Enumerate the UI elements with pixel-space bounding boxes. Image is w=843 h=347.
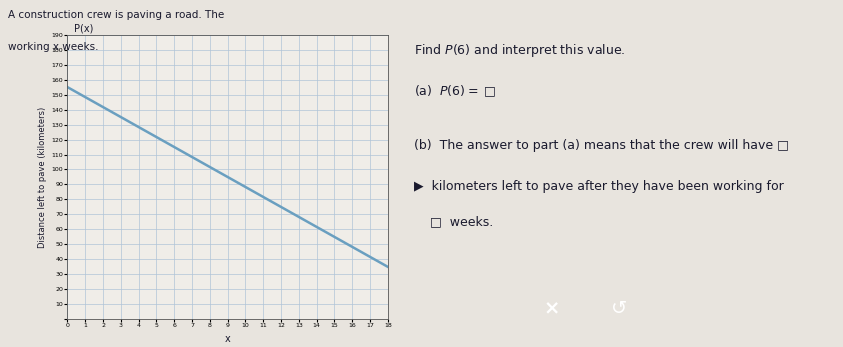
Text: working x weeks.: working x weeks. — [8, 42, 99, 52]
Text: ×: × — [544, 299, 561, 318]
Text: ▶  kilometers left to pave after they have been working for: ▶ kilometers left to pave after they hav… — [414, 180, 784, 193]
Text: ↺: ↺ — [611, 299, 628, 318]
Text: (b)  The answer to part (a) means that the crew will have □: (b) The answer to part (a) means that th… — [414, 139, 789, 152]
Text: □  weeks.: □ weeks. — [414, 215, 493, 228]
Text: (a)  $P(6) =$ □: (a) $P(6) =$ □ — [414, 83, 497, 99]
Text: A construction crew is paving a road. The: A construction crew is paving a road. Th… — [8, 10, 228, 20]
Y-axis label: Distance left to pave (kilometers): Distance left to pave (kilometers) — [39, 106, 47, 248]
X-axis label: x: x — [225, 334, 230, 344]
Text: P(x): P(x) — [74, 24, 94, 34]
Text: Find $P(6)$ and interpret this value.: Find $P(6)$ and interpret this value. — [414, 42, 626, 59]
